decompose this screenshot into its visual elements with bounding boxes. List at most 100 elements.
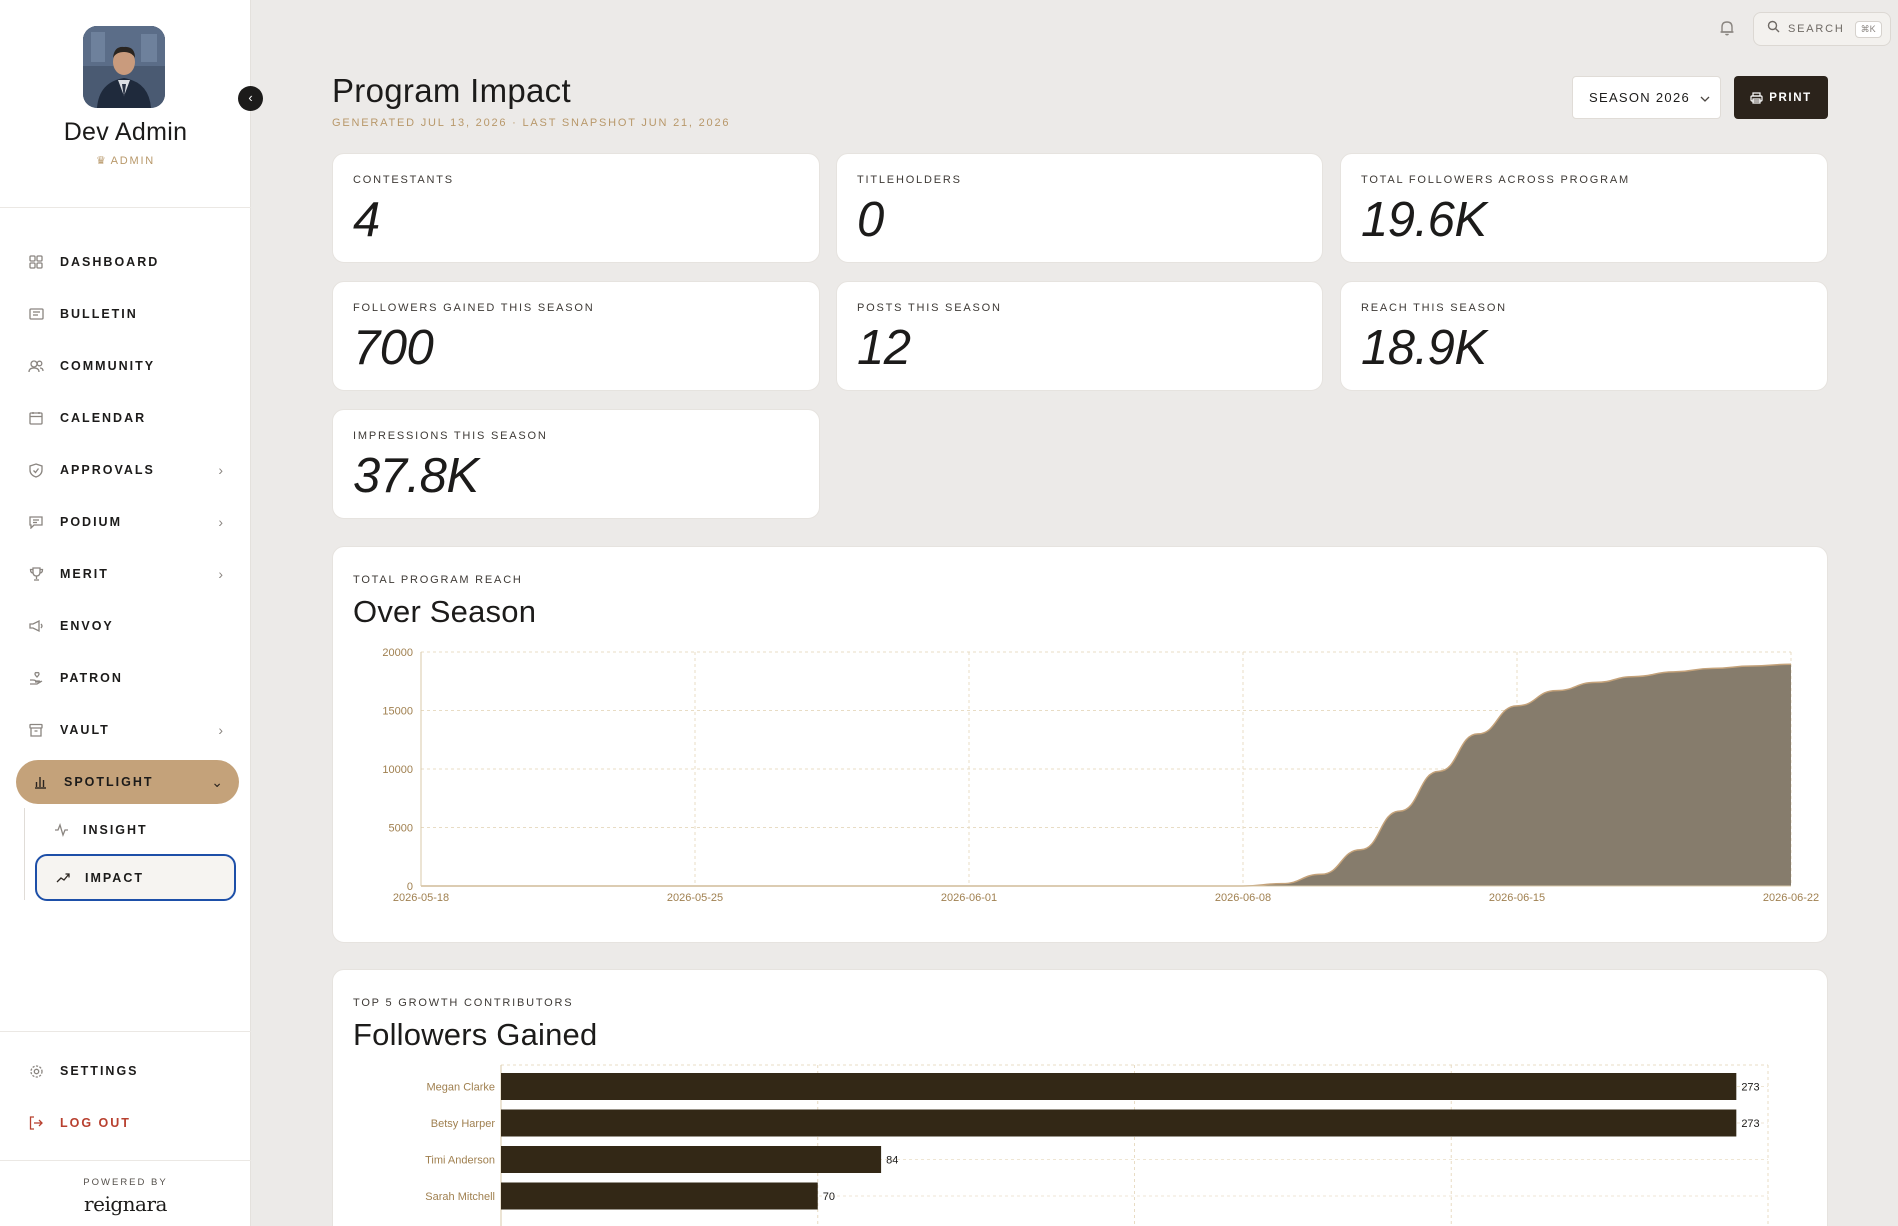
sidebar-bottom: SETTINGS LOG OUT <box>0 1031 251 1161</box>
bar <box>501 1073 1737 1100</box>
sidebar-item-label: CALENDAR <box>60 411 147 425</box>
log-out-icon <box>28 1115 44 1131</box>
y-tick-label: 5000 <box>389 823 413 835</box>
stat-value: 4 <box>353 193 380 247</box>
bar <box>501 1182 818 1210</box>
y-tick-label: 0 <box>407 881 413 893</box>
logout-label: LOG OUT <box>60 1116 131 1130</box>
sidebar-item-calendar[interactable]: CALENDAR <box>16 397 239 439</box>
season-select[interactable]: SEASON 2026 <box>1572 76 1721 119</box>
page-subtitle: GENERATED JUL 13, 2026 · LAST SNAPSHOT J… <box>332 117 731 129</box>
stat-card-contestants: CONTESTANTS 4 <box>332 153 820 263</box>
x-tick-label: 2026-05-18 <box>393 892 449 904</box>
profile-section: Dev Admin ♛ ADMIN <box>0 0 251 208</box>
bar-value-label: 70 <box>823 1191 835 1203</box>
bar <box>501 1109 1737 1137</box>
profile-name: Dev Admin <box>63 118 188 146</box>
message-square-icon <box>28 514 44 530</box>
sidebar-item-label: SPOTLIGHT <box>64 775 154 789</box>
sidebar-item-label: ENVOY <box>60 619 114 633</box>
settings-label: SETTINGS <box>60 1064 139 1078</box>
stat-value: 700 <box>353 321 434 375</box>
sidebar-item-spotlight[interactable]: SPOTLIGHT ⌄ <box>16 760 239 804</box>
stat-value: 0 <box>857 193 884 247</box>
stat-label: POSTS THIS SEASON <box>857 302 1002 314</box>
stat-label: FOLLOWERS GAINED THIS SEASON <box>353 302 595 314</box>
subnav-divider <box>24 808 25 900</box>
x-tick-label: 2026-05-25 <box>667 892 723 904</box>
gear-icon <box>28 1063 44 1079</box>
stat-label: REACH THIS SEASON <box>1361 302 1507 314</box>
bar-value-label: 273 <box>1741 1082 1759 1094</box>
category-label: Sarah Mitchell <box>425 1191 495 1203</box>
brand-logo[interactable]: reignara <box>84 1192 167 1216</box>
sidebar-item-approvals[interactable]: APPROVALS › <box>16 449 239 491</box>
search-label: SEARCH <box>1788 23 1845 35</box>
archive-icon <box>28 722 44 738</box>
bell-icon[interactable] <box>1718 19 1736 37</box>
chart-title: Over Season <box>353 594 537 629</box>
search-button[interactable]: SEARCH ⌘K <box>1753 12 1891 46</box>
stat-label: CONTESTANTS <box>353 174 454 186</box>
sidebar-subitem-impact[interactable]: IMPACT <box>35 854 236 901</box>
chevron-right-icon: › <box>218 566 223 582</box>
followers-chart-card: TOP 5 GROWTH CONTRIBUTORS Followers Gain… <box>332 969 1828 1226</box>
avatar[interactable] <box>83 26 165 108</box>
x-tick-label: 2026-06-01 <box>941 892 997 904</box>
category-label: Timi Anderson <box>425 1155 495 1167</box>
category-label: Betsy Harper <box>431 1118 496 1130</box>
stat-label: TOTAL FOLLOWERS ACROSS PROGRAM <box>1361 174 1630 186</box>
sidebar-item-vault[interactable]: VAULT › <box>16 709 239 751</box>
activity-icon <box>53 822 69 838</box>
stat-card-posts: POSTS THIS SEASON 12 <box>836 281 1323 391</box>
bar <box>501 1146 882 1173</box>
print-button[interactable]: PRINT <box>1734 76 1828 119</box>
sidebar-item-patron[interactable]: PATRON <box>16 657 239 699</box>
stat-value: 12 <box>857 321 911 375</box>
reach-area-chart: 0 5000 10000 15000 20000 2026-05-18 2026-05-25… <box>382 647 1819 904</box>
page-title: Program Impact <box>332 72 571 109</box>
stat-card-followers-gained: FOLLOWERS GAINED THIS SEASON 700 <box>332 281 820 391</box>
megaphone-icon <box>28 618 44 634</box>
sidebar-item-envoy[interactable]: ENVOY <box>16 605 239 647</box>
stat-card-reach: REACH THIS SEASON 18.9K <box>1340 281 1828 391</box>
chart-kicker: TOTAL PROGRAM REACH <box>353 574 523 586</box>
stat-value: 37.8K <box>353 449 479 503</box>
stat-card-total-followers: TOTAL FOLLOWERS ACROSS PROGRAM 19.6K <box>1340 153 1828 263</box>
shield-check-icon <box>28 462 44 478</box>
y-tick-label: 15000 <box>382 706 413 718</box>
sidebar-item-label: VAULT <box>60 723 110 737</box>
search-shortcut: ⌘K <box>1854 20 1882 38</box>
settings-button[interactable]: SETTINGS <box>16 1050 239 1092</box>
logout-button[interactable]: LOG OUT <box>16 1102 239 1144</box>
y-tick-label: 20000 <box>382 647 413 659</box>
crown-icon: ♛ <box>95 155 108 167</box>
reach-chart-card: TOTAL PROGRAM REACH Over Season 0 5000 100… <box>332 546 1828 943</box>
sidebar-item-podium[interactable]: PODIUM › <box>16 501 239 543</box>
sidebar-item-label: MERIT <box>60 567 109 581</box>
sidebar-item-dashboard[interactable]: DASHBOARD <box>16 241 239 283</box>
chart-kicker: TOP 5 GROWTH CONTRIBUTORS <box>353 997 574 1009</box>
sidebar-item-bulletin[interactable]: BULLETIN <box>16 293 239 335</box>
stat-label: TITLEHOLDERS <box>857 174 962 186</box>
stat-label: IMPRESSIONS THIS SEASON <box>353 430 548 442</box>
sidebar-item-merit[interactable]: MERIT › <box>16 553 239 595</box>
chevron-right-icon: › <box>218 514 223 530</box>
sidebar-item-label: BULLETIN <box>60 307 138 321</box>
stat-value: 18.9K <box>1361 321 1487 375</box>
trending-up-icon <box>55 870 71 886</box>
grid-icon <box>28 254 44 270</box>
users-icon <box>28 358 44 374</box>
sidebar-item-community[interactable]: COMMUNITY <box>16 345 239 387</box>
newspaper-icon <box>28 306 44 322</box>
chevron-right-icon: › <box>218 722 223 738</box>
chevron-right-icon: › <box>218 462 223 478</box>
powered-by-footer: POWERED BY reignara <box>0 1160 251 1226</box>
hand-heart-icon <box>28 670 44 686</box>
sidebar-subitem-insight[interactable]: INSIGHT <box>35 806 236 853</box>
collapse-sidebar-button[interactable]: ‹ <box>238 86 263 111</box>
bar-value-label: 84 <box>886 1155 898 1167</box>
sidebar-item-label: IMPACT <box>85 870 144 885</box>
role-badge: ♛ ADMIN <box>0 154 251 167</box>
x-tick-label: 2026-06-15 <box>1489 892 1545 904</box>
